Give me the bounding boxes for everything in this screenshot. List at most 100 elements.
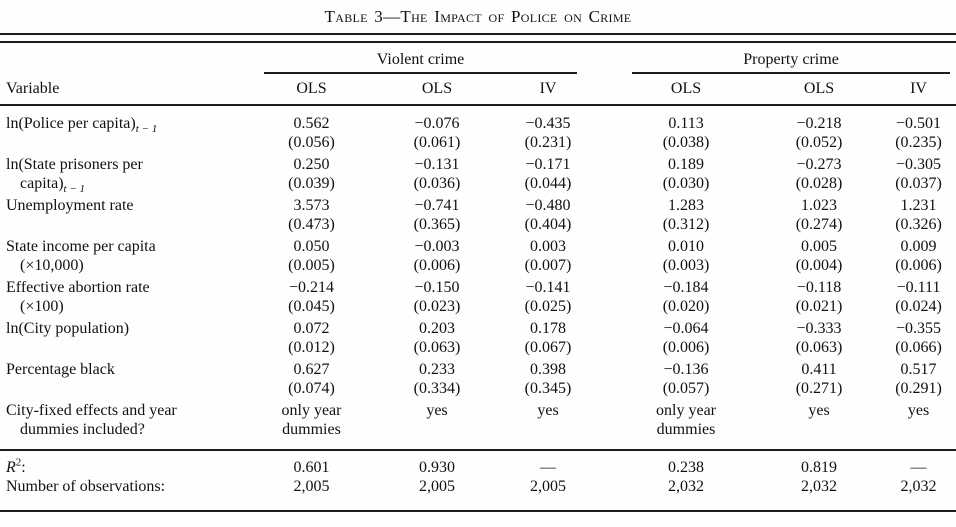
cell: 0.398 (0.345): [501, 360, 595, 401]
coefficient: −0.111: [896, 279, 941, 296]
regression-table: Violent crime Property crime Variable OL…: [0, 43, 956, 505]
observations-value: 2,032: [900, 478, 937, 495]
coefficient: 0.005: [801, 238, 838, 255]
std-error: (0.404): [524, 216, 572, 233]
cell: 1.231 (0.326): [881, 196, 956, 237]
row-ln-city-population: ln(City population) 0.072 (0.012) 0.203 (0…: [0, 319, 956, 360]
coefficient: −0.141: [525, 279, 571, 296]
cell: 0.250 (0.039): [250, 155, 373, 196]
r-squared-base: R: [6, 459, 16, 476]
cell: 0.050 (0.005): [250, 237, 373, 278]
group-gap-cell: [595, 43, 615, 74]
coefficient: 0.627: [293, 361, 330, 378]
std-error: (0.012): [288, 339, 335, 356]
variable-label-line2: (×10,000): [20, 257, 84, 274]
variable-label-line1: ln(State prisoners per: [6, 156, 143, 173]
cell: −0.131 (0.036): [373, 155, 501, 196]
cell: 0.411 (0.271): [757, 360, 881, 401]
cell: yes: [881, 401, 956, 450]
coefficient: −0.480: [525, 197, 571, 214]
row-effective-abortion-rate: Effective abortion rate (×100) −0.214 (0.…: [0, 278, 956, 319]
r-squared-colon: :: [21, 459, 26, 476]
cell: 0.113 (0.038): [615, 105, 757, 155]
coefficient: −0.003: [414, 238, 460, 255]
col-header-property-ols2: OLS: [757, 74, 882, 106]
std-error: (0.067): [524, 339, 572, 356]
observations-value: 2,005: [419, 478, 455, 495]
row-r-squared: R2: 0.601 0.930 — 0.238 0.819 —: [0, 449, 956, 477]
observations-value: 2,032: [801, 478, 838, 495]
std-error: (0.291): [895, 380, 942, 397]
cell: only year dummies: [250, 401, 373, 450]
r-squared-value: 0.601: [250, 449, 373, 477]
cell: 0.009 (0.006): [881, 237, 956, 278]
std-error: (0.235): [895, 134, 942, 151]
std-error: (0.326): [895, 216, 942, 233]
std-error: (0.039): [288, 175, 335, 192]
cell: −0.184 (0.020): [615, 278, 757, 319]
cell: 0.005 (0.004): [757, 237, 881, 278]
std-error: (0.020): [662, 298, 710, 315]
observations-value: 2,005: [530, 478, 566, 495]
std-error: (0.038): [662, 134, 710, 151]
coefficient: 0.517: [900, 361, 937, 378]
row-ln-state-prisoners: ln(State prisoners per capita)t − 1 0.25…: [0, 155, 956, 196]
cell: 0.189 (0.030): [615, 155, 757, 196]
std-error: (0.024): [895, 298, 942, 315]
coefficient: 0.113: [668, 115, 704, 132]
coefficient: 0.003: [530, 238, 566, 255]
r-squared-value: —: [881, 449, 956, 477]
cell: −0.118 (0.021): [757, 278, 881, 319]
property-crime-group-cell: Property crime: [615, 43, 956, 74]
coefficient: 0.250: [293, 156, 330, 173]
header-gap-cell: [595, 74, 616, 106]
spanner-empty-cell: [0, 43, 250, 74]
cell: −0.501 (0.235): [881, 105, 956, 155]
cell: −0.305 (0.037): [881, 155, 956, 196]
std-error: (0.063): [413, 339, 461, 356]
coefficient: −0.150: [414, 279, 460, 296]
col-header-violent-ols2: OLS: [373, 74, 501, 106]
table-title: Table 3—The Impact of Police on Crime: [324, 7, 632, 26]
variable-label-line2: capita): [20, 175, 64, 192]
variable-label-line1: Unemployment rate: [6, 197, 134, 214]
variable-label-line1: State income per capita: [6, 238, 156, 255]
variable-label: Unemployment rate: [0, 196, 250, 237]
coefficient: −0.064: [663, 320, 709, 337]
coefficient: −0.076: [414, 115, 460, 132]
cell: −0.741 (0.365): [373, 196, 501, 237]
cell: −0.214 (0.045): [250, 278, 373, 319]
group-header-row: Violent crime Property crime: [0, 43, 956, 74]
row-fixed-effects: City-fixed effects and year dummies incl…: [0, 401, 956, 450]
coefficient: −0.184: [663, 279, 709, 296]
coefficient: −0.501: [896, 115, 942, 132]
r-squared-value: 0.819: [757, 449, 882, 477]
coefficient: −0.118: [796, 279, 842, 296]
cell: −0.003 (0.006): [373, 237, 501, 278]
column-header-row: Variable OLS OLS IV OLS OLS IV: [0, 74, 956, 106]
cell: −0.218 (0.052): [757, 105, 881, 155]
coefficient: −0.136: [663, 361, 709, 378]
bottom-rule: [0, 510, 956, 512]
coefficient: 0.010: [668, 238, 705, 255]
coefficient: −0.741: [414, 197, 460, 214]
coefficient: −0.131: [414, 156, 460, 173]
variable-label-line1: ln(City population): [6, 320, 130, 337]
std-error: (0.365): [413, 216, 461, 233]
fixed-effects-value: yes: [426, 402, 448, 419]
coefficient: 0.398: [530, 361, 566, 378]
stats-section: R2: 0.601 0.930 — 0.238 0.819 — Number o…: [0, 449, 956, 505]
variable-label-line2: dummies included?: [20, 421, 145, 438]
std-error: (0.006): [895, 257, 942, 274]
row-ln-police-per-capita: ln(Police per capita)t − 1 0.562 (0.056) …: [0, 105, 956, 155]
std-error: (0.061): [413, 134, 461, 151]
cell: 0.517 (0.291): [881, 360, 956, 401]
col-header-violent-ols1: OLS: [250, 74, 373, 106]
variable-label: ln(City population): [0, 319, 250, 360]
cell: 3.573 (0.473): [250, 196, 373, 237]
cell: 0.233 (0.334): [373, 360, 501, 401]
cell: 1.023 (0.274): [757, 196, 881, 237]
variable-label: ln(State prisoners per capita)t − 1: [0, 155, 250, 196]
observations-value: 2,005: [293, 478, 330, 495]
coefficient: −0.218: [796, 115, 842, 132]
